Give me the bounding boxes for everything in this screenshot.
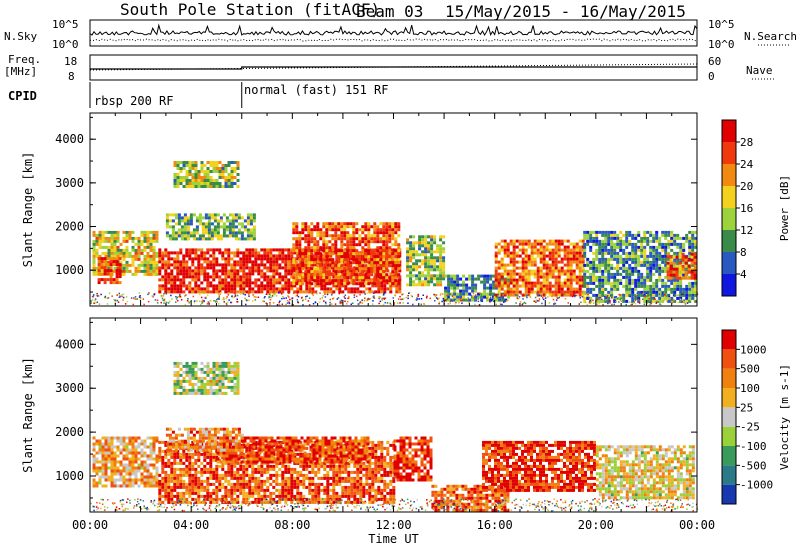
x-tick-label: 04:00 (173, 518, 209, 532)
colorbar-frame (721, 329, 737, 505)
y-tick-label: 4000 (55, 337, 84, 351)
nsky-label: N.Sky (4, 30, 38, 43)
colorbar-tick-label: 1000 (740, 343, 767, 356)
colorbar-swatch (722, 274, 736, 296)
colorbar-tick-label: 100 (740, 382, 760, 395)
x-tick-label: 00:00 (72, 518, 108, 532)
colorbar-tick-label: 8 (740, 246, 747, 259)
noise-search-trace (90, 38, 698, 42)
y-tick-label: 2000 (55, 425, 84, 439)
noise-sky-trace (89, 23, 698, 37)
colorbar-swatch (722, 208, 736, 230)
x-axis-label: Time UT (368, 532, 419, 546)
nave-axis-top: 60 (708, 55, 722, 68)
freq-label: Freq. (8, 53, 42, 66)
y-tick-label: 4000 (55, 132, 84, 146)
y-axis-label: Slant Range [km] (21, 357, 35, 473)
colorbar-swatch (722, 465, 736, 485)
cpid-segment-2: normal (fast) 151 RF (244, 83, 389, 97)
colorbar-tick-label: -500 (740, 459, 767, 472)
freq-unit-label: [MHz] (4, 65, 38, 78)
freq-axis-top: 18 (64, 55, 78, 68)
x-tick-label: 00:00 (679, 518, 715, 532)
heatmap-power-cells (90, 161, 699, 306)
x-tick-label: 20:00 (578, 518, 614, 532)
colorbar-swatch (722, 142, 736, 164)
colorbar-tick-label: -25 (740, 421, 760, 434)
colorbar-tick-label: 16 (740, 202, 753, 215)
colorbar-swatch (722, 164, 736, 186)
colorbar-label: Velocity [m s-1] (778, 364, 791, 470)
noise-left-top: 10^5 (52, 18, 79, 31)
x-tick-label: 08:00 (274, 518, 310, 532)
cpid-segment-1: rbsp 200 RF (94, 94, 174, 108)
noise-panel-frame (89, 19, 698, 47)
cpid-label: CPID (8, 89, 37, 103)
colorbar-tick-label: 28 (740, 136, 753, 149)
colorbar-tick-label: 25 (740, 401, 753, 414)
y-tick-label: 3000 (55, 381, 84, 395)
noise-right-bottom: 10^0 (708, 38, 735, 51)
colorbar-tick-label: 20 (740, 180, 753, 193)
colorbar-tick-label: -1000 (740, 479, 773, 492)
y-axis-label: Slant Range [km] (21, 152, 35, 268)
noise-right-top: 10^5 (708, 18, 735, 31)
y-tick-label: 1000 (55, 469, 84, 483)
y-tick-label: 1000 (55, 263, 84, 277)
date-range: 15/May/2015 - 16/May/2015 (445, 2, 686, 21)
colorbar-tick-label: -100 (740, 440, 767, 453)
x-tick-label: 12:00 (375, 518, 411, 532)
colorbar-swatch (722, 120, 736, 142)
nave-label: Nave (746, 64, 773, 77)
colorbar-label: Power [dB] (778, 175, 791, 241)
freq-axis-bottom: 8 (68, 70, 75, 83)
colorbar-swatch (722, 368, 736, 388)
colorbar-tick-label: 500 (740, 363, 760, 376)
colorbar-swatch (722, 446, 736, 466)
nave-axis-bottom: 0 (708, 70, 715, 83)
colorbar-swatch (722, 186, 736, 208)
y-tick-label: 2000 (55, 220, 84, 234)
beam-label: Beam 03 (356, 2, 424, 21)
nave-trace (89, 63, 698, 71)
colorbar-tick-label: 12 (740, 224, 753, 237)
noise-left-bottom: 10^0 (52, 38, 79, 51)
colorbar-swatch (722, 407, 736, 427)
colorbar-tick-label: 24 (740, 158, 754, 171)
y-tick-label: 3000 (55, 176, 84, 190)
nsearch-label: N.Search (744, 30, 797, 43)
colorbar-swatch (722, 230, 736, 252)
colorbar-swatch (722, 349, 736, 369)
colorbar-swatch (722, 484, 736, 504)
colorbar-swatch (722, 426, 736, 446)
station-title: South Pole Station (fitACF) (120, 0, 381, 19)
colorbar-tick-label: 4 (740, 268, 747, 281)
colorbar-swatch (722, 330, 736, 350)
colorbar-swatch (722, 252, 736, 274)
colorbar-swatch (722, 388, 736, 408)
x-tick-label: 16:00 (477, 518, 513, 532)
heatmap-velocity-cells (90, 361, 698, 512)
